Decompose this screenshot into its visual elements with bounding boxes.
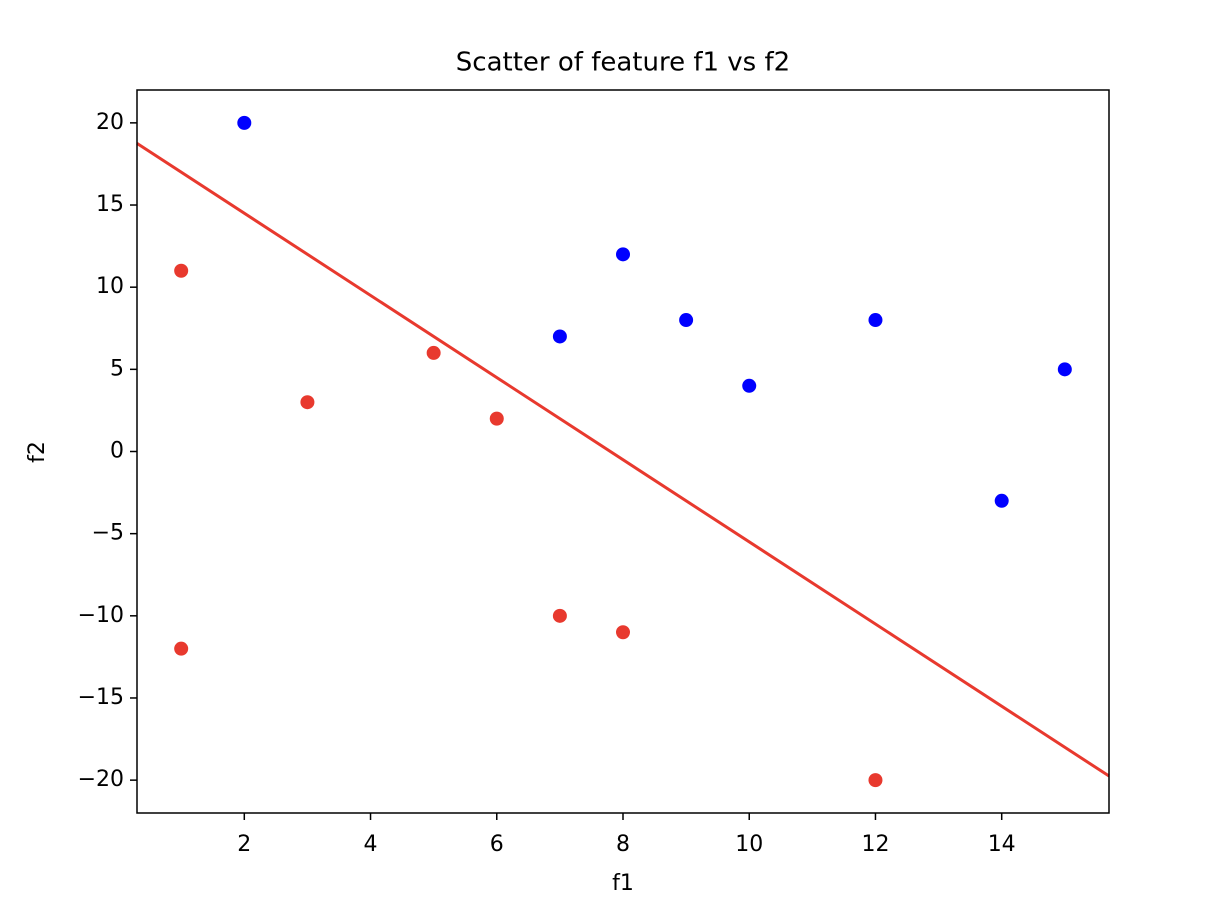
point	[300, 395, 315, 410]
point	[552, 608, 567, 623]
y-tick-label: 5	[110, 356, 124, 381]
x-tick-label: 8	[616, 832, 630, 857]
x-tick-label: 10	[735, 832, 763, 857]
x-tick-label: 6	[490, 832, 504, 857]
point	[616, 625, 630, 640]
y-tick-label: 0	[110, 439, 124, 464]
y-tick-label: −15	[78, 685, 124, 710]
point	[237, 115, 252, 130]
x-tick-label: 12	[861, 832, 889, 857]
point	[868, 773, 883, 788]
y-tick-label: 20	[96, 110, 124, 135]
point	[994, 493, 1009, 508]
x-tick-label: 4	[364, 832, 378, 857]
x-tick-label: 2	[237, 832, 251, 857]
point	[1057, 362, 1072, 377]
line	[136, 142, 1110, 778]
x-tick-label: 14	[988, 832, 1016, 857]
x-axis-label: f1	[612, 871, 634, 896]
y-tick-label: −10	[78, 603, 124, 628]
point	[174, 641, 189, 656]
y-axis-label: f2	[25, 441, 50, 463]
y-tick-label: 15	[96, 192, 124, 217]
point	[552, 329, 567, 344]
y-tick-label: −5	[92, 521, 124, 546]
point	[679, 313, 694, 328]
y-tick-label: 10	[96, 274, 124, 299]
point	[616, 247, 630, 262]
point	[742, 378, 757, 393]
point	[426, 345, 441, 360]
plot-frame	[136, 89, 1110, 814]
point	[489, 411, 504, 426]
point	[868, 313, 883, 328]
point	[174, 263, 189, 278]
chart-title: Scatter of feature f1 vs f2	[456, 48, 790, 78]
y-tick-label: −20	[78, 767, 124, 792]
